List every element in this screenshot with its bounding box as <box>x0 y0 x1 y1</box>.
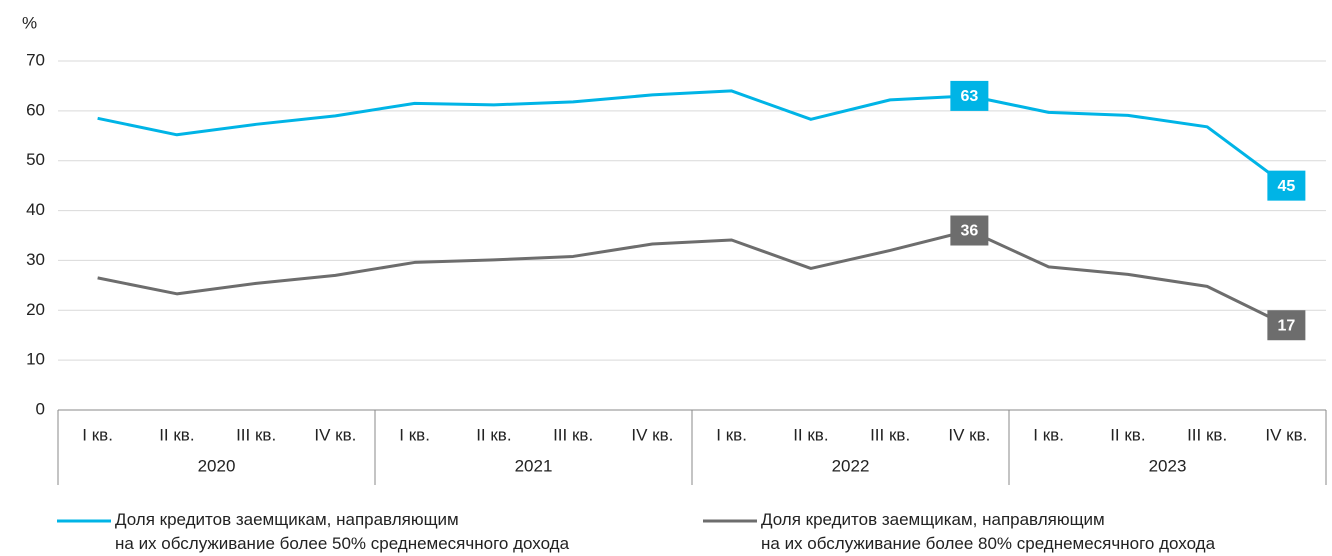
x-tick-label: II кв. <box>1110 425 1145 444</box>
x-tick-label: III кв. <box>553 425 593 444</box>
x-tick-label: III кв. <box>1187 425 1227 444</box>
y-tick-label: 20 <box>26 300 45 319</box>
data-label: 17 <box>1277 317 1295 334</box>
y-tick-label: 30 <box>26 250 45 269</box>
x-tick-label: I кв. <box>399 425 430 444</box>
data-label: 63 <box>960 88 978 105</box>
x-tick-label: IV кв. <box>314 425 356 444</box>
x-tick-label: I кв. <box>1033 425 1064 444</box>
x-tick-label: III кв. <box>870 425 910 444</box>
y-tick-label: 70 <box>26 50 45 69</box>
x-tick-label: IV кв. <box>631 425 673 444</box>
data-label-box <box>950 215 989 246</box>
data-label: 36 <box>960 223 978 240</box>
x-tick-label: I кв. <box>716 425 747 444</box>
x-tick-label: IV кв. <box>948 425 990 444</box>
series-line <box>97 229 1288 327</box>
data-label-box <box>950 80 989 111</box>
x-tick-label: IV кв. <box>1265 425 1307 444</box>
x-tick-label: II кв. <box>476 425 511 444</box>
legend-label: Доля кредитов заемщикам, направляющим на… <box>115 510 570 553</box>
x-tick-label: III кв. <box>236 425 276 444</box>
legend-label: Доля кредитов заемщикам, направляющим на… <box>761 510 1216 553</box>
group-label: 2021 <box>515 456 553 475</box>
x-tick-label: II кв. <box>793 425 828 444</box>
x-tick-label: I кв. <box>82 425 113 444</box>
y-tick-label: 50 <box>26 150 45 169</box>
y-tick-label: 40 <box>26 200 45 219</box>
data-label-box <box>1267 310 1306 341</box>
data-label: 45 <box>1277 178 1295 195</box>
group-label: 2023 <box>1149 456 1187 475</box>
group-label: 2020 <box>198 456 236 475</box>
x-tick-label: II кв. <box>159 425 194 444</box>
y-tick-label: 60 <box>26 100 45 119</box>
data-label-box <box>1267 170 1306 201</box>
y-tick-label: 0 <box>36 399 45 418</box>
y-tick-label: 10 <box>26 350 45 369</box>
group-label: 2022 <box>832 456 870 475</box>
y-axis-label: % <box>22 13 37 32</box>
series-line <box>97 89 1288 187</box>
